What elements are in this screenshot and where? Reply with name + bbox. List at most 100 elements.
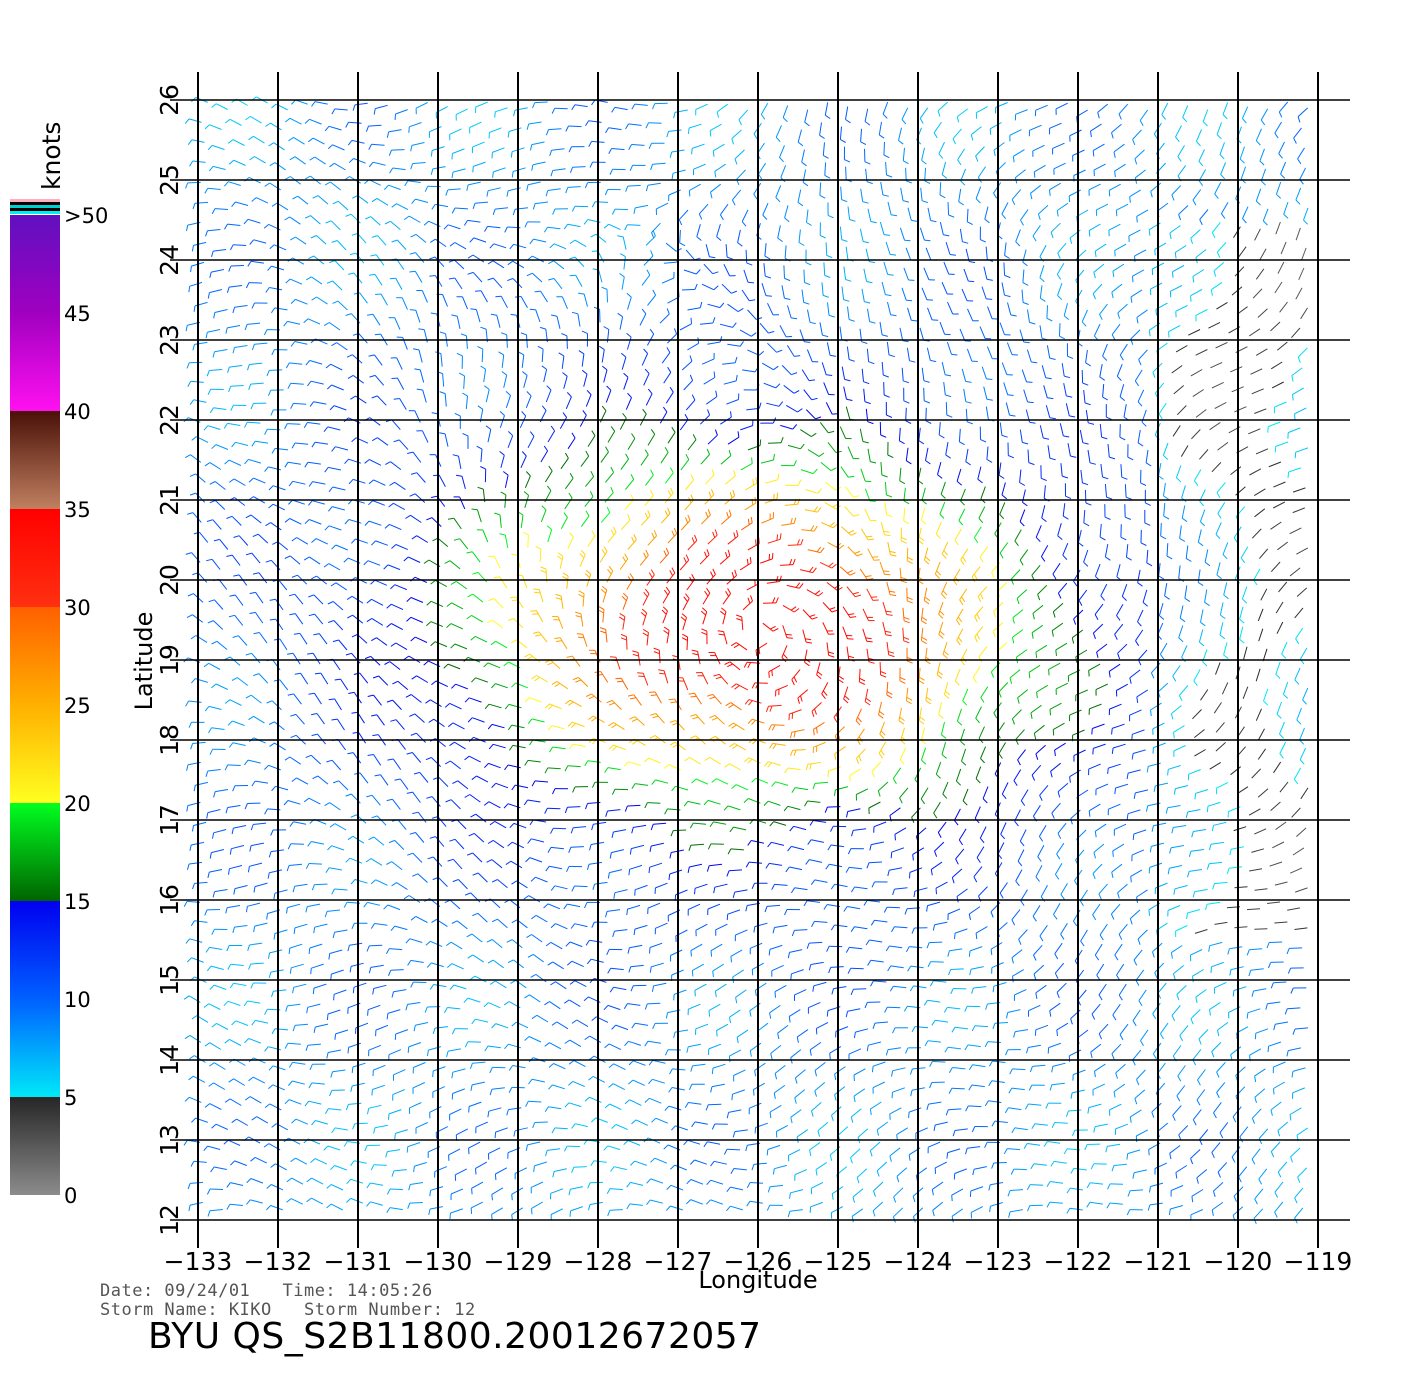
barb-flag xyxy=(411,198,416,205)
wind-barb xyxy=(580,450,590,467)
barb-staff xyxy=(804,109,809,123)
barb-staff xyxy=(1250,368,1263,375)
barb-staff xyxy=(860,188,864,202)
barb-staff xyxy=(1032,144,1045,152)
wind-barb xyxy=(1278,141,1285,159)
barb-staff xyxy=(1274,281,1283,294)
barb-staff xyxy=(1164,583,1168,596)
barb-flag xyxy=(650,250,654,257)
barb-staff xyxy=(1190,289,1203,297)
wind-barb xyxy=(1117,643,1128,660)
barb-staff xyxy=(1007,302,1012,316)
wind-barb xyxy=(921,147,927,165)
barb-flag xyxy=(389,481,395,486)
wind-barb xyxy=(409,252,425,263)
wind-barb xyxy=(332,639,348,651)
barb-staff xyxy=(438,474,446,487)
wind-barb xyxy=(864,148,871,165)
barb-flag xyxy=(531,164,534,171)
barb-staff xyxy=(574,104,588,108)
barb-flag xyxy=(667,366,672,373)
barb-staff xyxy=(1270,361,1283,370)
barb-flag xyxy=(1292,394,1294,401)
barb-flag xyxy=(903,380,910,384)
wind-barb xyxy=(782,604,800,613)
barb-staff xyxy=(1109,183,1121,191)
barb-flag xyxy=(727,663,733,668)
barb-flag xyxy=(889,550,896,554)
wind-barb xyxy=(1287,427,1301,439)
wind-barb xyxy=(1161,102,1169,120)
barb-staff xyxy=(979,326,986,339)
barb-staff xyxy=(782,105,789,118)
barb-staff xyxy=(279,638,288,651)
barb-flag xyxy=(1278,111,1283,118)
wind-barb xyxy=(1080,469,1089,486)
barb-flag xyxy=(386,131,390,138)
barb-flag xyxy=(303,422,308,428)
wind-barb xyxy=(500,491,507,508)
barb-staff xyxy=(300,673,309,685)
wind-barb xyxy=(825,242,833,259)
wind-barb xyxy=(273,679,289,691)
barb-flag xyxy=(224,118,231,124)
wind-barb xyxy=(308,613,324,625)
barb-flag xyxy=(651,232,655,239)
wind-barb xyxy=(803,389,818,401)
wind-barb xyxy=(569,256,585,267)
barb-flag xyxy=(737,242,743,247)
barb-staff xyxy=(668,129,682,132)
wind-barb xyxy=(1019,509,1026,527)
wind-barb xyxy=(391,239,407,250)
barb-staff xyxy=(415,252,425,263)
wind-barb xyxy=(233,535,249,546)
wind-barb xyxy=(393,398,407,410)
barb-staff xyxy=(1292,507,1305,514)
barb-staff xyxy=(1175,305,1188,312)
barb-staff xyxy=(626,636,628,650)
wind-barb xyxy=(329,260,345,271)
barb-staff xyxy=(919,227,925,241)
barb-flag xyxy=(368,161,374,168)
wind-barb xyxy=(1010,569,1021,585)
wind-barb xyxy=(1158,402,1167,420)
barb-flag xyxy=(771,552,774,559)
barb-staff xyxy=(528,121,542,125)
barb-staff xyxy=(467,219,481,223)
barb-staff xyxy=(352,478,366,484)
wind-barb xyxy=(448,259,465,270)
barb-flag xyxy=(832,523,839,529)
wind-barb xyxy=(383,184,401,191)
wind-barb xyxy=(1105,404,1112,421)
barb-staff xyxy=(289,555,301,565)
barb-staff xyxy=(825,481,837,491)
wind-barb xyxy=(744,497,757,511)
barb-staff xyxy=(903,507,906,521)
barb-flag xyxy=(1032,613,1035,620)
barb-flag xyxy=(962,241,969,244)
barb-staff xyxy=(258,572,268,584)
barb-staff xyxy=(544,470,553,483)
barb-flag xyxy=(828,654,835,658)
barb-flag xyxy=(1204,601,1210,607)
wind-barb xyxy=(923,387,930,404)
barb-flag xyxy=(351,634,358,638)
barb-staff xyxy=(845,166,847,180)
wind-barb xyxy=(562,572,569,589)
barb-staff xyxy=(312,500,325,505)
barb-staff xyxy=(472,141,485,148)
barb-flag xyxy=(525,471,531,477)
wind-barb xyxy=(1255,348,1268,356)
barb-staff xyxy=(553,260,565,270)
barb-flag xyxy=(212,351,215,358)
wind-barb xyxy=(1210,281,1223,296)
barb-staff xyxy=(745,249,748,263)
wind-barb xyxy=(903,507,910,525)
barb-staff xyxy=(820,462,832,471)
wind-barb xyxy=(310,235,327,245)
barb-flag xyxy=(641,308,647,315)
barb-flag xyxy=(797,479,802,486)
barb-flag xyxy=(189,492,196,496)
barb-staff xyxy=(886,641,890,655)
barb-staff xyxy=(320,672,329,685)
